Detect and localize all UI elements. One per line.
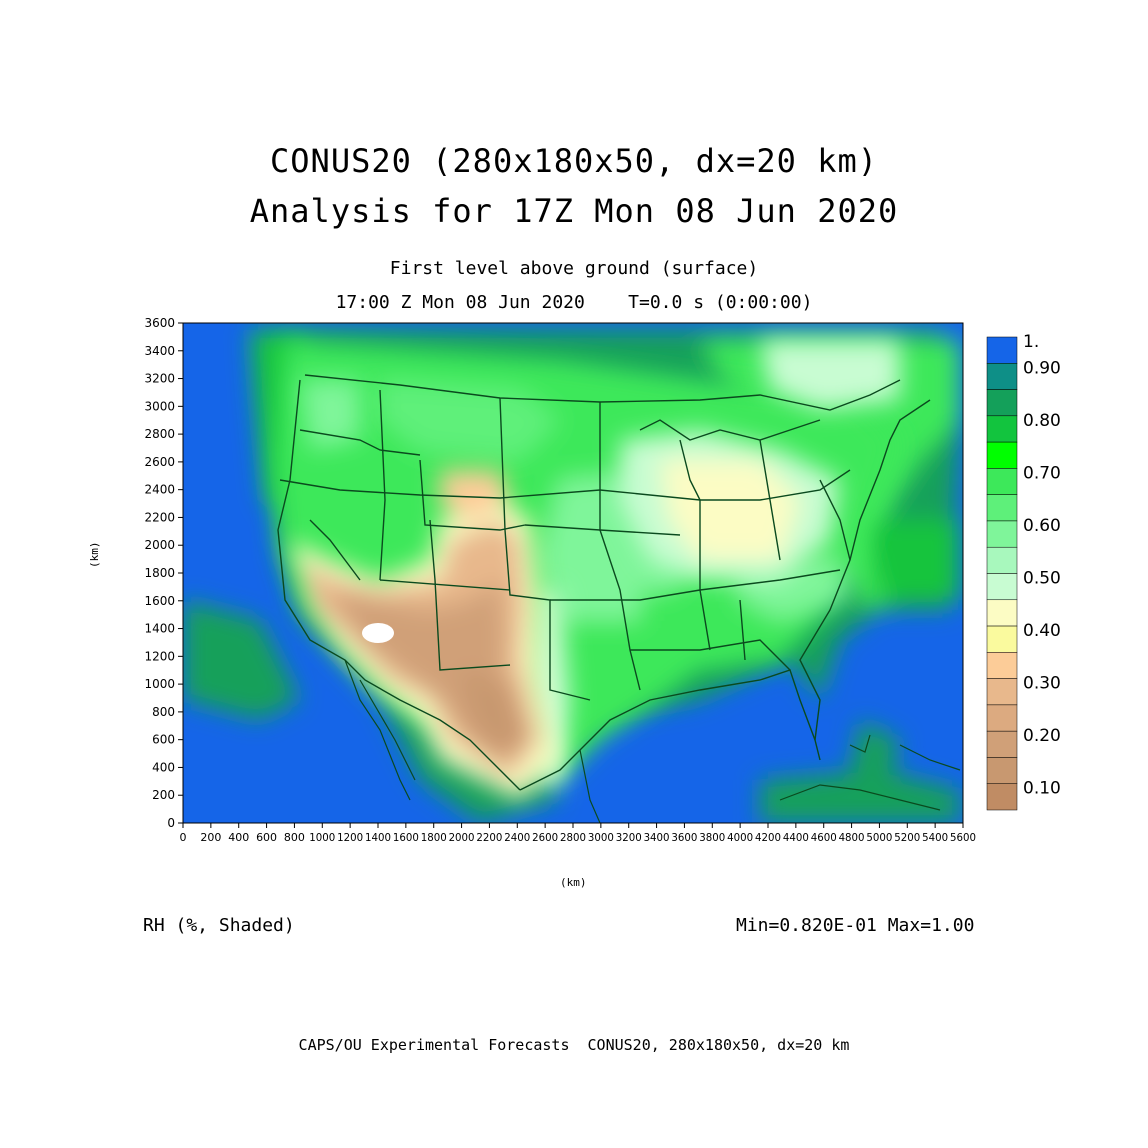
colorbar-swatch — [986, 336, 1018, 364]
colorbar-label: 0.40 — [1023, 621, 1061, 641]
level-subtitle: First level above ground (surface) — [389, 258, 759, 279]
y-tick-label: 1800 — [144, 566, 175, 580]
y-tick-label: 2000 — [144, 538, 175, 552]
plot-title-line2: Analysis for 17Z Mon 08 Jun 2020 — [249, 192, 899, 230]
x-tick-label: 2800 — [560, 831, 586, 844]
variable-label: RH (%, Shaded) — [143, 915, 295, 936]
y-tick-label: 0 — [167, 816, 175, 830]
x-tick-label: 200 — [200, 831, 221, 844]
x-tick-label: 5200 — [894, 831, 920, 844]
min-max-readout: Min=0.820E-01 Max=1.00 — [736, 915, 975, 936]
x-tick-label: 1400 — [365, 831, 391, 844]
colorbar-swatch — [986, 389, 1018, 417]
colorbar-swatch — [986, 494, 1018, 522]
colorbar-swatch — [986, 625, 1018, 653]
colorbar-swatch — [986, 704, 1018, 732]
x-tick-label: 4000 — [727, 831, 753, 844]
x-tick-label: 3000 — [588, 831, 614, 844]
colorbar-label: 0.30 — [1023, 674, 1061, 694]
x-tick-label: 3800 — [699, 831, 725, 844]
plot-title-line1: CONUS20 (280x180x50, dx=20 km) — [270, 142, 878, 180]
x-tick-label: 4800 — [839, 831, 865, 844]
x-tick-label: 2600 — [532, 831, 558, 844]
x-tick-label: 3600 — [671, 831, 697, 844]
x-tick-label: 1800 — [421, 831, 447, 844]
x-tick-label: 4200 — [755, 831, 781, 844]
x-tick-label: 5000 — [866, 831, 892, 844]
y-tick-label: 200 — [152, 788, 175, 802]
colorbar-swatch — [986, 599, 1018, 627]
colorbar-label: 1. — [1023, 332, 1039, 352]
colorbar-label: 0.70 — [1023, 463, 1061, 483]
x-tick-label: 5600 — [950, 831, 976, 844]
y-tick-label: 1600 — [144, 594, 175, 608]
y-tick-label: 3600 — [144, 316, 175, 330]
colorbar-label: 0.20 — [1023, 726, 1061, 746]
y-tick-label: 2400 — [144, 483, 175, 497]
y-tick-label: 800 — [152, 705, 175, 719]
y-tick-label: 600 — [152, 733, 175, 747]
y-tick-label: 2600 — [144, 455, 175, 469]
y-tick-label: 3000 — [144, 399, 175, 413]
colorbar-swatch — [986, 757, 1018, 784]
colorbar-swatch — [986, 546, 1018, 574]
colorbar-swatch — [986, 468, 1018, 495]
colorbar-label: 0.90 — [1023, 358, 1061, 378]
footer-credit: CAPS/OU Experimental Forecasts CONUS20, … — [298, 1036, 850, 1054]
colorbar-swatch — [986, 730, 1018, 758]
y-axis-ticks: 0 200 400 600 800 1000 1200 1400 1600 1800 2000 220… — [144, 316, 183, 830]
x-tick-label: 0 — [180, 831, 187, 844]
colorbar-swatch — [986, 520, 1018, 548]
x-tick-label: 4600 — [811, 831, 837, 844]
x-tick-label: 2200 — [476, 831, 502, 844]
time-subtitle: 17:00 Z Mon 08 Jun 2020 T=0.0 s (0:00:00… — [335, 292, 813, 313]
x-axis-label: (km) — [560, 876, 587, 889]
y-tick-label: 1000 — [144, 677, 175, 691]
y-tick-label: 3200 — [144, 372, 175, 386]
x-tick-label: 3200 — [616, 831, 642, 844]
y-tick-label: 400 — [152, 760, 175, 774]
colorbar: 1. 0.90 0.80 0.70 0.60 0.50 0.40 0.30 0.20 0.10 — [986, 332, 1061, 811]
colorbar-swatch — [986, 415, 1018, 443]
y-tick-label: 2800 — [144, 427, 175, 441]
colorbar-swatch — [986, 441, 1018, 469]
y-tick-label: 3400 — [144, 344, 175, 358]
y-tick-label: 1200 — [144, 649, 175, 663]
x-tick-label: 1200 — [337, 831, 363, 844]
x-tick-label: 1600 — [393, 831, 419, 844]
y-axis-label: (km) — [88, 541, 101, 569]
colorbar-label: 0.50 — [1023, 569, 1061, 589]
y-tick-label: 2200 — [144, 510, 175, 524]
x-tick-label: 3400 — [644, 831, 670, 844]
rh-field — [183, 323, 963, 823]
colorbar-swatch — [986, 573, 1018, 601]
colorbar-swatch — [986, 678, 1018, 706]
y-tick-label: 1400 — [144, 622, 175, 636]
colorbar-label: 0.10 — [1023, 779, 1061, 799]
x-axis-ticks: 0 200 400 600 800 1000 1200 1400 1600 1800 2000 220… — [180, 823, 976, 844]
colorbar-label: 0.60 — [1023, 516, 1061, 536]
colorbar-swatch — [986, 652, 1018, 679]
x-tick-label: 2400 — [504, 831, 530, 844]
x-tick-label: 5400 — [922, 831, 948, 844]
colorbar-swatch — [986, 783, 1018, 811]
colorbar-label: 0.80 — [1023, 411, 1061, 431]
x-tick-label: 400 — [228, 831, 249, 844]
x-tick-label: 4400 — [783, 831, 809, 844]
x-tick-label: 2000 — [449, 831, 475, 844]
x-tick-label: 800 — [284, 831, 305, 844]
colorbar-swatch — [986, 363, 1018, 390]
x-tick-label: 1000 — [309, 831, 335, 844]
x-tick-label: 600 — [256, 831, 277, 844]
